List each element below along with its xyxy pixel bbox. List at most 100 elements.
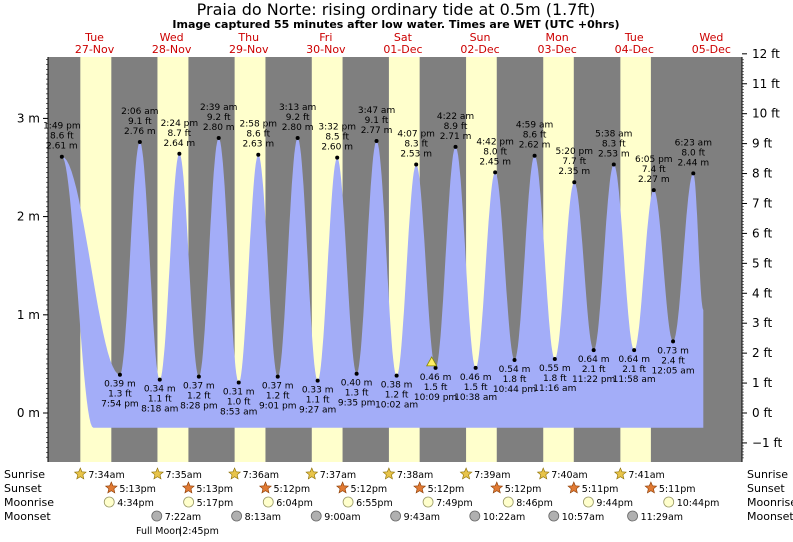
moonrise-time: 6:55pm bbox=[356, 498, 393, 509]
tide-m-label: 2.53 m bbox=[598, 150, 630, 160]
day-name-label: Wed bbox=[160, 31, 184, 44]
moonset-time: 11:29am bbox=[641, 512, 683, 523]
tide-ft-label: 2.1 ft bbox=[622, 365, 646, 375]
tide-m-label: 2.44 m bbox=[677, 158, 709, 168]
tide-ft-label: 2.4 ft bbox=[661, 356, 685, 366]
tide-point bbox=[691, 171, 696, 176]
tide-m-label: 0.40 m bbox=[341, 379, 373, 389]
tide-time-label: 2:39 am bbox=[200, 103, 237, 113]
right-tick-label: 1 ft bbox=[752, 376, 772, 390]
tide-time-label: 3:32 pm bbox=[318, 123, 356, 133]
tide-point bbox=[137, 139, 142, 144]
tide-point bbox=[117, 372, 122, 377]
row-label-right-sunrise: Sunrise bbox=[747, 468, 788, 481]
tide-ft-label: 1.2 ft bbox=[385, 391, 409, 401]
tide-m-label: 2.62 m bbox=[519, 141, 551, 151]
tide-m-label: 2.60 m bbox=[321, 143, 353, 153]
right-tick-label: 3 ft bbox=[752, 316, 772, 330]
row-label-left-moonset: Moonset bbox=[4, 510, 51, 523]
tide-m-label: 0.54 m bbox=[499, 365, 531, 375]
left-tick-label: 0 m bbox=[17, 406, 40, 420]
tide-m-label: 2.35 m bbox=[558, 167, 590, 177]
tide-time-label: 1:49 pm bbox=[43, 122, 81, 132]
tide-ft-label: 1.8 ft bbox=[503, 375, 527, 385]
moonrise-time: 5:17pm bbox=[197, 498, 234, 509]
moon-phase-time: |2:45pm bbox=[179, 526, 219, 537]
tide-point bbox=[512, 357, 517, 362]
tide-time-label: 11:22 pm bbox=[572, 375, 615, 385]
tide-point bbox=[632, 348, 637, 353]
tide-point bbox=[275, 374, 280, 379]
sunrise-icon bbox=[613, 467, 627, 480]
moonrise-icon bbox=[183, 496, 195, 508]
tide-time-label: 3:13 am bbox=[279, 103, 316, 113]
sunset-time: 5:11pm bbox=[582, 484, 619, 495]
day-date-label: 30-Nov bbox=[306, 43, 346, 56]
sunset-icon bbox=[258, 481, 272, 494]
tide-point bbox=[532, 153, 537, 158]
moonset-icon bbox=[390, 510, 402, 522]
day-name-label: Sat bbox=[394, 31, 413, 44]
moonrise-time: 8:46pm bbox=[516, 498, 553, 509]
sunset-time: 5:11pm bbox=[659, 484, 696, 495]
tide-m-label: 2.80 m bbox=[203, 123, 235, 133]
tide-ft-label: 1.3 ft bbox=[108, 390, 132, 400]
day-date-label: 04-Dec bbox=[615, 43, 654, 56]
tide-m-label: 2.76 m bbox=[124, 127, 156, 137]
moonrise-icon bbox=[663, 496, 675, 508]
sunset-time: 5:13pm bbox=[119, 484, 156, 495]
sunset-icon bbox=[644, 481, 658, 494]
right-tick-label: 5 ft bbox=[752, 256, 772, 270]
axes: 0 m 1 m 2 m 3 m −1 ft 0 ft 1 ft 2 ft 3 ft 4 ft 5 f… bbox=[17, 47, 783, 462]
moonrise-icon bbox=[342, 496, 354, 508]
tide-m-label: 2.53 m bbox=[400, 150, 432, 160]
sunrise-icon bbox=[459, 467, 473, 480]
day-name-label: Tue bbox=[624, 31, 644, 44]
row-label-right-sunset: Sunset bbox=[747, 482, 785, 495]
tide-m-label: 0.64 m bbox=[618, 355, 650, 365]
sunrise-time: 7:37am bbox=[320, 470, 356, 481]
day-date-label: 03-Dec bbox=[538, 43, 577, 56]
current-tide-marker bbox=[426, 356, 438, 367]
moonrise-icon bbox=[583, 496, 594, 508]
chart-title: Praia do Norte: rising ordinary tide at … bbox=[197, 0, 596, 19]
moonrise-icon bbox=[103, 496, 115, 508]
tide-m-label: 0.34 m bbox=[144, 385, 176, 395]
tide-point bbox=[335, 155, 340, 160]
tide-ft-label: 8.0 ft bbox=[483, 147, 507, 157]
tide-ft-label: 1.0 ft bbox=[227, 398, 251, 408]
tide-ft-label: 8.3 ft bbox=[404, 140, 428, 150]
left-tick-label: 1 m bbox=[17, 308, 40, 322]
tide-point bbox=[354, 371, 359, 376]
right-tick-label: 7 ft bbox=[752, 196, 772, 210]
day-name-label: Thu bbox=[237, 31, 259, 44]
tide-m-label: 0.37 m bbox=[183, 382, 215, 392]
right-tick-label: −1 ft bbox=[752, 436, 783, 450]
tide-ft-label: 1.5 ft bbox=[424, 383, 448, 393]
tide-point bbox=[671, 339, 676, 344]
tide-point bbox=[216, 136, 221, 141]
moonset-icon bbox=[231, 510, 243, 522]
sunset-icon bbox=[181, 481, 195, 494]
tide-point bbox=[59, 154, 64, 159]
sunrise-time: 7:34am bbox=[88, 470, 124, 481]
day-date-label: 02-Dec bbox=[460, 43, 499, 56]
tide-point bbox=[295, 136, 300, 141]
tide-point bbox=[256, 152, 261, 157]
tide-time-label: 9:01 pm bbox=[259, 402, 297, 412]
sunset-time: 5:12pm bbox=[273, 484, 310, 495]
day-date-label: 28-Nov bbox=[152, 43, 192, 56]
tide-time-label: 2:24 pm bbox=[161, 119, 199, 129]
tide-ft-label: 1.8 ft bbox=[543, 374, 567, 384]
tide-time-label: 6:23 am bbox=[675, 138, 712, 148]
tide-ft-label: 9.2 ft bbox=[207, 113, 231, 123]
tide-point bbox=[493, 170, 498, 175]
tide-ft-label: 1.3 ft bbox=[345, 389, 369, 399]
tide-m-label: 0.38 m bbox=[381, 381, 413, 391]
tide-time-label: 5:20 pm bbox=[555, 147, 593, 157]
tide-m-label: 0.39 m bbox=[104, 380, 136, 390]
sunrise-time: 7:40am bbox=[551, 470, 587, 481]
tide-time-label: 8:18 am bbox=[141, 405, 178, 415]
tide-m-label: 0.55 m bbox=[539, 364, 571, 374]
